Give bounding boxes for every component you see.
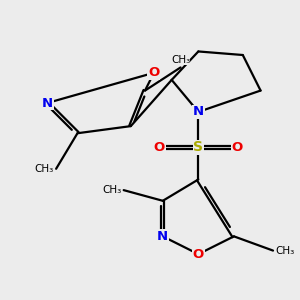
- Text: O: O: [193, 248, 204, 261]
- Text: S: S: [193, 140, 203, 154]
- Text: CH₃: CH₃: [171, 55, 190, 65]
- Text: N: N: [42, 97, 53, 110]
- Text: O: O: [154, 141, 165, 154]
- Text: O: O: [148, 66, 160, 79]
- Text: CH₃: CH₃: [102, 185, 121, 195]
- Text: CH₃: CH₃: [276, 246, 295, 256]
- Text: N: N: [193, 105, 204, 119]
- Text: O: O: [232, 141, 243, 154]
- Text: CH₃: CH₃: [34, 164, 54, 174]
- Text: N: N: [157, 230, 168, 243]
